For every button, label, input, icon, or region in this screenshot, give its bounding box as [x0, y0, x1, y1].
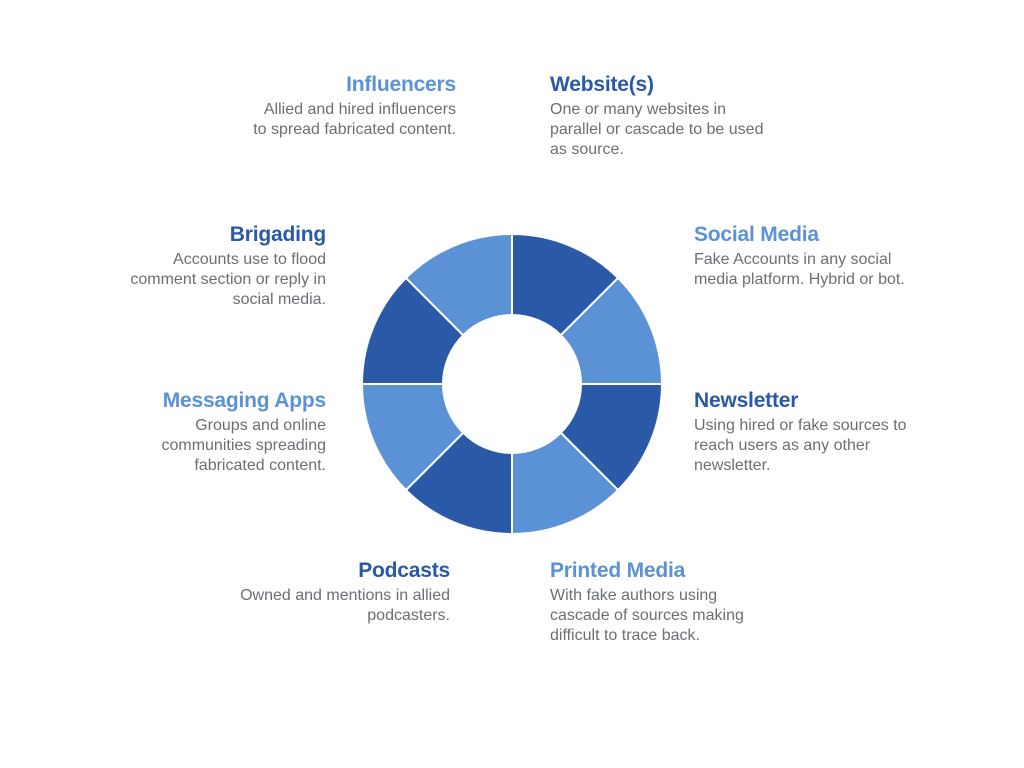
label-influencers: InfluencersAllied and hired influencers …: [250, 72, 456, 140]
label-podcasts: PodcastsOwned and mentions in allied pod…: [240, 558, 450, 626]
label-title-brigading: Brigading: [116, 222, 326, 248]
donut-chart: [362, 234, 662, 534]
label-newsletter: NewsletterUsing hired or fake sources to…: [694, 388, 924, 476]
label-desc-newsletter: Using hired or fake sources to reach use…: [694, 416, 924, 476]
label-desc-websites: One or many websites in parallel or casc…: [550, 100, 770, 160]
label-title-social-media: Social Media: [694, 222, 914, 248]
label-title-podcasts: Podcasts: [240, 558, 450, 584]
label-desc-brigading: Accounts use to flood comment section or…: [116, 250, 326, 310]
donut-hole: [442, 314, 582, 454]
label-desc-printed-media: With fake authors using cascade of sourc…: [550, 586, 780, 646]
label-title-websites: Website(s): [550, 72, 770, 98]
label-title-influencers: Influencers: [250, 72, 456, 98]
label-messaging-apps: Messaging AppsGroups and online communit…: [106, 388, 326, 476]
label-desc-influencers: Allied and hired influencers to spread f…: [250, 100, 456, 140]
label-title-newsletter: Newsletter: [694, 388, 924, 414]
label-desc-social-media: Fake Accounts in any social media platfo…: [694, 250, 914, 290]
label-brigading: BrigadingAccounts use to flood comment s…: [116, 222, 326, 310]
label-title-messaging-apps: Messaging Apps: [106, 388, 326, 414]
label-desc-messaging-apps: Groups and online communities spreading …: [106, 416, 326, 476]
label-printed-media: Printed MediaWith fake authors using cas…: [550, 558, 780, 646]
label-social-media: Social MediaFake Accounts in any social …: [694, 222, 914, 290]
label-websites: Website(s)One or many websites in parall…: [550, 72, 770, 160]
label-title-printed-media: Printed Media: [550, 558, 780, 584]
label-desc-podcasts: Owned and mentions in allied podcasters.: [240, 586, 450, 626]
